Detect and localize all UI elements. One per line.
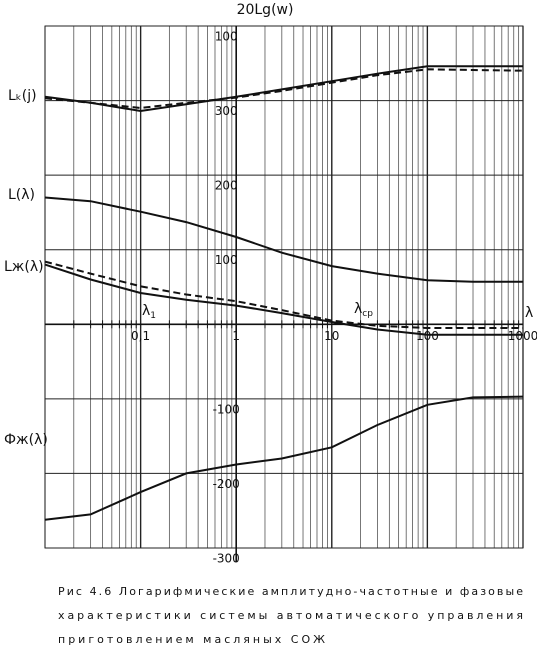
series-line [44,65,523,113]
x-tick-label: 0,1 [131,329,150,343]
x-tick-label: 1000 [508,329,537,343]
annotation-subscript: ср [362,309,373,319]
y-tick-label: 300 [215,104,238,118]
series-line [44,260,523,329]
annotation-symbol: λ [142,303,150,319]
x-tick-label: 100 [416,329,439,343]
annotation-subscript: 1 [150,311,156,321]
annotation: λ1 [142,303,156,321]
series-line [44,395,524,521]
y-tick-label: 200 [215,179,238,193]
x-tick-label: 10 [324,329,339,343]
series-label: L(λ) [8,187,35,203]
y-tick-label: -100 [213,402,240,416]
y-tick-label: -300 [213,552,240,566]
series-line [44,196,523,283]
annotation-symbol: λ [525,305,533,321]
series-line [44,263,523,336]
series-label: Фж(λ) [4,432,48,448]
y-tick-label: 100 [215,253,238,267]
annotation: λср [354,301,373,319]
y-tick-label: 100 [215,30,238,44]
chart-title: 20Lg(w) [237,2,294,18]
annotation-symbol: λ [354,301,362,317]
series-label: Lₖ(j) [8,88,37,104]
series-label: Lж(λ) [4,259,44,275]
y-tick-label: -200 [213,477,240,491]
caption-line: приготовлением масляных СОЖ [58,633,328,646]
caption-line: характеристики системы автоматического у… [58,609,526,622]
annotation: λ [525,305,533,321]
series-line [44,68,524,110]
caption-line: Рис 4.6 Логарифмические амплитудно-часто… [58,585,526,598]
